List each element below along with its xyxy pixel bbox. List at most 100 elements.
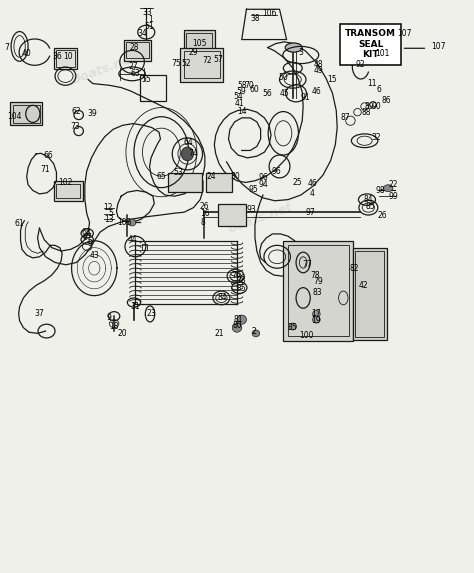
- Text: 20: 20: [118, 329, 128, 338]
- Text: 89: 89: [365, 102, 374, 111]
- Text: 107: 107: [398, 29, 412, 38]
- Text: 83: 83: [312, 288, 322, 297]
- Text: 35: 35: [288, 323, 298, 332]
- Text: 27: 27: [128, 62, 138, 71]
- Text: 43: 43: [90, 250, 99, 260]
- Text: 44: 44: [127, 235, 137, 244]
- Text: 32: 32: [372, 134, 381, 142]
- Text: 80: 80: [232, 321, 242, 330]
- Text: 14: 14: [237, 107, 246, 116]
- Ellipse shape: [252, 330, 260, 337]
- Text: 40: 40: [22, 49, 32, 58]
- Text: 81: 81: [233, 315, 243, 324]
- Text: 8: 8: [201, 218, 205, 227]
- Text: 24: 24: [206, 172, 216, 181]
- Text: 53: 53: [173, 168, 183, 176]
- Bar: [54, 180, 83, 201]
- Text: 75: 75: [172, 59, 182, 68]
- Text: 61: 61: [15, 219, 25, 228]
- Text: 36: 36: [53, 52, 62, 61]
- Text: 9: 9: [87, 239, 92, 248]
- Text: 34: 34: [137, 29, 147, 38]
- Bar: [184, 30, 215, 58]
- Text: 90: 90: [372, 102, 381, 111]
- Text: 88: 88: [361, 108, 371, 117]
- Text: 28: 28: [130, 43, 139, 52]
- Text: 49: 49: [313, 66, 323, 75]
- Bar: [340, 23, 401, 65]
- Bar: [168, 173, 201, 191]
- Bar: [283, 241, 353, 341]
- Ellipse shape: [313, 311, 320, 317]
- Bar: [56, 183, 80, 198]
- Bar: [140, 75, 166, 101]
- Text: 85: 85: [365, 202, 375, 211]
- Text: 15: 15: [327, 75, 337, 84]
- Text: 82: 82: [349, 264, 359, 273]
- Bar: [10, 103, 42, 125]
- Bar: [186, 33, 212, 55]
- Text: 3: 3: [298, 48, 303, 57]
- Text: 78: 78: [310, 270, 320, 280]
- Text: 55: 55: [141, 75, 151, 84]
- Text: 41: 41: [235, 99, 244, 108]
- Text: 48: 48: [313, 60, 323, 69]
- Text: 29: 29: [189, 48, 198, 57]
- Text: 87: 87: [341, 113, 350, 123]
- Text: 73: 73: [70, 122, 80, 131]
- Text: 76: 76: [231, 270, 241, 280]
- Ellipse shape: [181, 147, 193, 161]
- Ellipse shape: [128, 219, 136, 226]
- Bar: [180, 48, 223, 82]
- Text: 62: 62: [72, 107, 81, 116]
- Bar: [218, 203, 246, 226]
- Text: 63: 63: [130, 69, 140, 79]
- Bar: [355, 251, 384, 337]
- Bar: [206, 173, 232, 191]
- Text: 45: 45: [279, 89, 289, 98]
- Bar: [54, 48, 77, 69]
- Text: 4: 4: [309, 190, 314, 198]
- Text: 18: 18: [109, 322, 119, 331]
- Text: 51: 51: [145, 22, 155, 31]
- Text: 42: 42: [359, 281, 368, 290]
- Text: 16: 16: [200, 209, 210, 218]
- Text: 33: 33: [142, 7, 152, 17]
- Ellipse shape: [237, 315, 246, 324]
- Text: 104: 104: [8, 112, 22, 121]
- Text: 31: 31: [130, 302, 140, 311]
- Text: 19: 19: [311, 316, 321, 325]
- Bar: [126, 42, 149, 58]
- Bar: [124, 40, 151, 61]
- Text: 105: 105: [192, 39, 207, 48]
- Bar: [142, 244, 147, 250]
- Text: 92: 92: [355, 60, 365, 69]
- Text: 30: 30: [231, 172, 240, 181]
- Text: 17: 17: [311, 309, 321, 319]
- Text: 67: 67: [82, 233, 92, 242]
- Ellipse shape: [289, 323, 297, 330]
- Text: 84: 84: [217, 293, 227, 303]
- Text: 38: 38: [250, 14, 260, 23]
- Text: 97: 97: [305, 207, 315, 217]
- Text: 103: 103: [117, 218, 132, 227]
- Text: 21: 21: [214, 329, 224, 338]
- Text: 99: 99: [388, 192, 398, 201]
- Text: 94: 94: [259, 180, 268, 189]
- Text: 101: 101: [375, 49, 390, 58]
- Text: 46: 46: [308, 179, 318, 188]
- Text: 26: 26: [378, 210, 387, 219]
- Text: 37: 37: [35, 309, 45, 319]
- Text: 1: 1: [149, 15, 154, 24]
- Text: 86: 86: [381, 96, 391, 105]
- Text: 22: 22: [388, 180, 398, 189]
- Text: 56: 56: [262, 89, 272, 98]
- Text: Boats.net: Boats.net: [227, 200, 295, 236]
- Text: 96: 96: [258, 174, 268, 182]
- Text: 12: 12: [104, 203, 113, 212]
- Text: 60: 60: [249, 85, 259, 94]
- Text: 71: 71: [41, 165, 50, 174]
- Text: 25: 25: [292, 178, 302, 187]
- Ellipse shape: [383, 185, 393, 191]
- Text: 11: 11: [367, 79, 376, 88]
